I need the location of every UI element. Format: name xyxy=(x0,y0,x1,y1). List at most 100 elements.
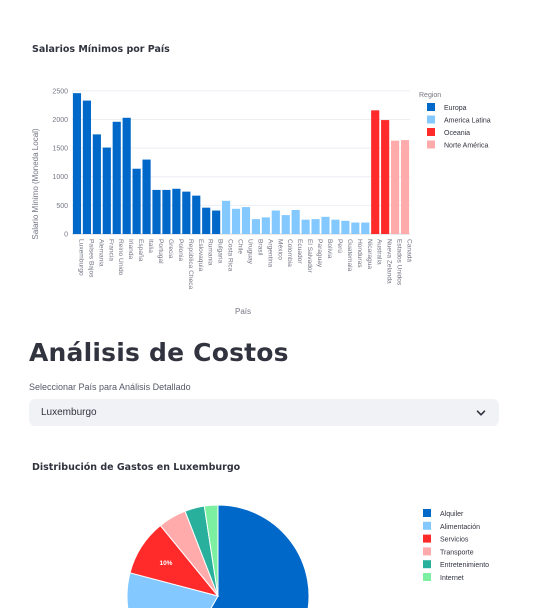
legend-swatch-alquiler xyxy=(423,509,431,517)
bar-chart-x-tick-label: México xyxy=(276,239,283,260)
legend-label-servicios: Servicios xyxy=(440,537,469,544)
bar-polonia xyxy=(172,188,181,234)
legend-label-internet: Internet xyxy=(440,575,464,582)
bar-espana xyxy=(132,168,141,234)
bar-chart-x-axis-label: País xyxy=(235,307,251,316)
bar-chart-x-tick-label: Grecia xyxy=(167,239,174,259)
bar-chart-x-tick-label: Francia xyxy=(107,239,114,261)
legend-label-transporte: Transporte xyxy=(440,549,474,556)
bar-chart-x-tick-label: Argentina xyxy=(266,239,273,268)
bar-irlanda xyxy=(122,117,131,234)
bar-chart-title: Salarios Mínimos por País xyxy=(32,44,170,55)
bar-chart-x-tick-label: El Salvador xyxy=(306,239,313,274)
legend-swatch-internet xyxy=(423,573,431,581)
legend-label-entretenimiento: Entretenimiento xyxy=(440,562,489,569)
legend-swatch-transporte xyxy=(423,547,431,556)
bar-bulgaria xyxy=(212,210,221,234)
bar-peru xyxy=(331,219,340,234)
bar-chart-y-ticks: 0 500 1000 1500 2000 2500 xyxy=(52,88,68,238)
bar-eslovaquia xyxy=(192,195,201,234)
bar-chart-y-tick-label: 2000 xyxy=(52,117,68,124)
legend-label-europa: Europa xyxy=(444,105,467,112)
bar-chart-x-tick-label: Australia xyxy=(376,239,383,265)
bar-paises-bajos xyxy=(82,100,91,235)
pie-chart: Distribución de Gastos en Luxemburgo 58.… xyxy=(32,462,489,608)
bar-chart-x-tick-label: Nueva Zelanda xyxy=(386,239,393,284)
bar-chart-x-tick-label: Uruguay xyxy=(246,239,253,265)
legend-label-alquiler: Alquiler xyxy=(440,511,464,518)
bar-chart-x-tick-label: Portugal xyxy=(157,239,164,264)
bar-republica-checa xyxy=(182,191,191,234)
bar-chart-x-tick-label: Países Bajos xyxy=(87,239,94,278)
bar-chart-x-tick-label: Bolivia xyxy=(326,239,333,259)
bar-chart-x-tick-label: Honduras xyxy=(356,239,363,268)
pie-slice-label: 10% xyxy=(159,560,172,567)
bar-grecia xyxy=(162,189,171,234)
pie-slice-alquiler xyxy=(210,504,310,608)
bar-chart-y-axis-label: Salario Mínimo (Moneda Local) xyxy=(31,128,40,239)
country-select-label: Seleccionar País para Análisis Detallado xyxy=(29,382,191,392)
legend-label-oceania: Oceania xyxy=(444,130,470,137)
bar-portugal xyxy=(152,189,161,234)
bar-australia xyxy=(371,110,380,234)
country-select[interactable]: Luxemburgo xyxy=(29,399,499,426)
bar-chart-y-tick-label: 1000 xyxy=(52,174,68,181)
bar-canada xyxy=(400,140,410,234)
bar-brasil xyxy=(251,219,260,234)
bar-chart-x-tick-label: República Checa xyxy=(187,239,194,290)
legend-swatch-europa xyxy=(427,103,435,111)
bar-chart-x-ticks: Luxemburgo Países Bajos Alemania Francia Rei… xyxy=(77,239,412,290)
bar-chart-x-tick-label: Costa Rica xyxy=(227,239,234,272)
legend-swatch-entretenimiento xyxy=(423,560,431,569)
legend-swatch-servicios xyxy=(423,534,431,543)
bar-chart-y-tick-label: 0 xyxy=(64,232,68,239)
bar-chart-y-tick-label: 2500 xyxy=(52,88,68,95)
bar-honduras xyxy=(351,222,360,234)
pie-slice-internet xyxy=(203,504,219,597)
pie-chart-title: Distribución de Gastos en Luxemburgo xyxy=(32,462,241,473)
bar-chart-x-tick-label: Canadá xyxy=(406,239,413,262)
bar-chart-x-tick-label: Polonia xyxy=(177,239,184,261)
bar-chart-x-tick-label: Paraguay xyxy=(316,239,323,268)
bar-chart-x-tick-label: Reino Unido xyxy=(117,239,124,276)
bar-reino-unido xyxy=(112,121,121,234)
bar-chart-x-tick-label: Italia xyxy=(147,239,154,253)
legend-swatch-oceania xyxy=(427,128,435,136)
bar-argentina xyxy=(261,217,270,234)
legend-swatch-america-latina xyxy=(427,115,435,124)
bar-estados-unidos xyxy=(391,140,400,234)
page-section-title: Análisis de Costos xyxy=(29,338,289,367)
bar-luxemburgo xyxy=(72,93,82,234)
legend-swatch-norte-america xyxy=(427,140,435,149)
bar-chart-x-tick-label: Alemania xyxy=(97,239,104,267)
bar-chart-x-tick-label: Estados Unidos xyxy=(396,239,403,286)
bar-chart: Salarios Mínimos por País 0 500 1000 1500 20… xyxy=(31,44,491,316)
bar-chart-x-tick-label: Perú xyxy=(336,239,343,253)
legend-label-alimentacion: Alimentación xyxy=(440,524,480,531)
bar-chart-x-tick-label: Colombia xyxy=(286,239,293,267)
pie-slice-alimentacion xyxy=(126,572,219,608)
bar-rumania xyxy=(202,207,211,234)
bar-mexico xyxy=(271,210,280,234)
bar-chart-x-tick-label: España xyxy=(137,239,144,262)
bar-paraguay xyxy=(311,219,320,234)
bar-chart-x-tick-label: Guatemala xyxy=(346,239,353,272)
legend-swatch-alimentacion xyxy=(423,521,431,530)
bar-chart-y-tick-label: 500 xyxy=(56,203,68,210)
pie-chart-slices xyxy=(126,504,310,608)
bar-chile xyxy=(231,208,241,234)
chevron-down-icon[interactable] xyxy=(475,407,487,419)
bar-chart-x-tick-label: Chile xyxy=(237,239,244,254)
bar-chart-x-tick-label: Eslovaquia xyxy=(197,239,204,272)
bar-chart-x-tick-label: Nicaragua xyxy=(366,239,373,269)
bar-guatemala xyxy=(341,220,350,234)
bar-el-salvador xyxy=(301,219,310,234)
bar-alemania xyxy=(92,134,101,234)
bar-chart-x-tick-label: Brasil xyxy=(256,239,263,256)
bar-chart-legend: Europa America Latina Oceania Norte América xyxy=(427,103,491,150)
legend-label-norte-america: Norte América xyxy=(444,143,488,150)
bar-colombia xyxy=(281,215,290,234)
bar-nueva-zelanda xyxy=(381,120,390,234)
bar-chart-x-tick-label: Bulgaria xyxy=(217,239,224,264)
bar-uruguay xyxy=(241,207,251,234)
